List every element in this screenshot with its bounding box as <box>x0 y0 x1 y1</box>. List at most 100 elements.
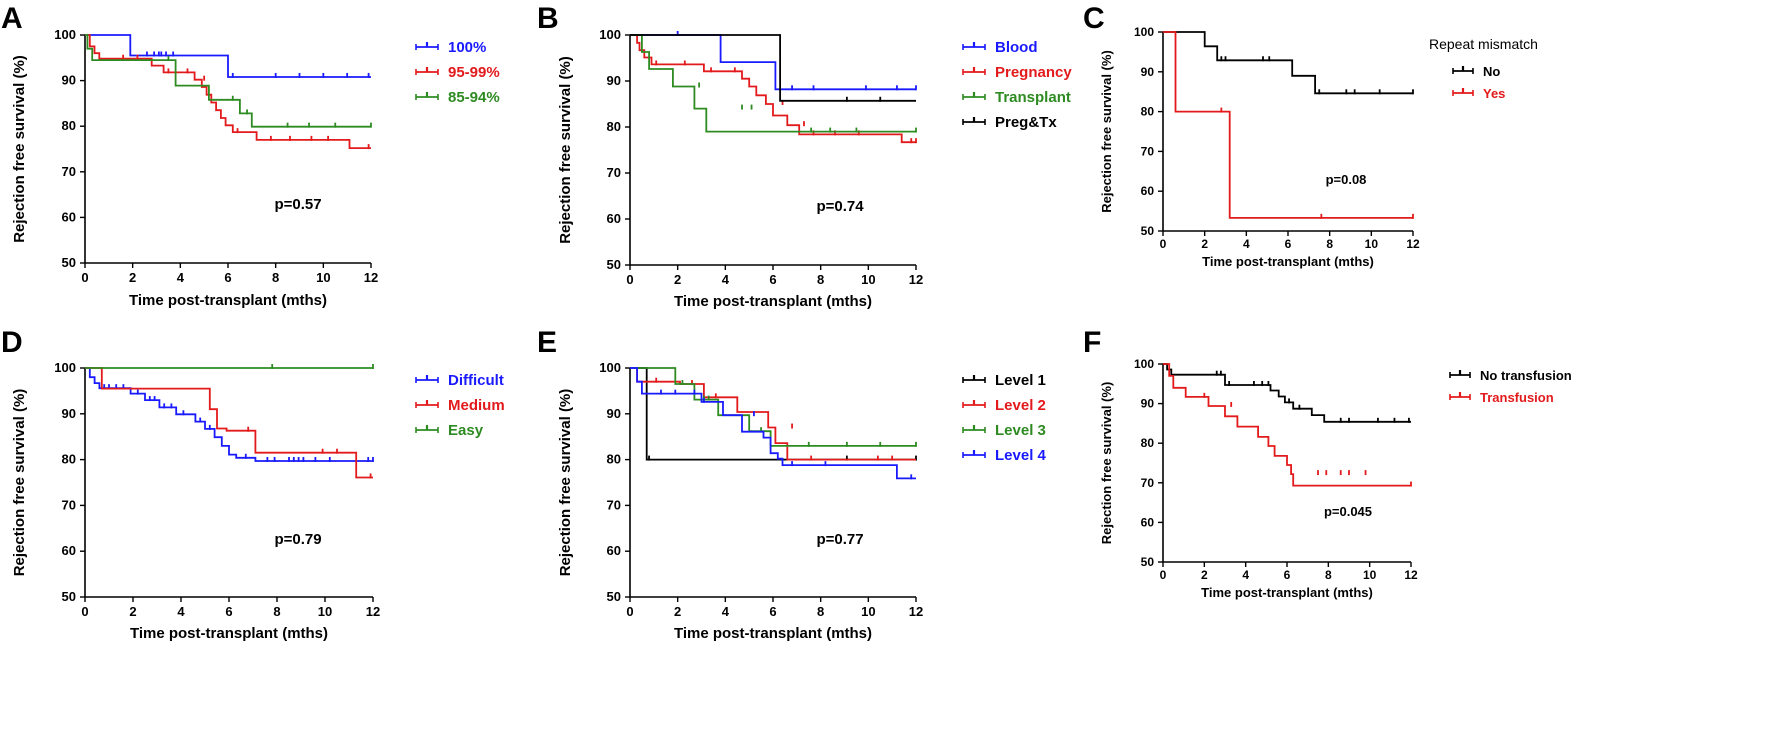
p-value: p=0.79 <box>274 531 321 548</box>
y-axis-title: Rejection free survival (%) <box>11 55 28 243</box>
legend-label-difficult: Difficult <box>448 372 504 389</box>
legend-label-no: No <box>1483 64 1500 79</box>
legend-title: Repeat mismatch <box>1429 36 1538 52</box>
x-tick-label: 8 <box>817 604 824 619</box>
panel-d: D 50 60 70 80 90 100 0 2 4 6 8 10 12 Time post-transpl… <box>1 326 505 642</box>
y-tick-label: 100 <box>1134 25 1154 39</box>
y-tick-label: 60 <box>62 543 76 558</box>
y-tick-label: 100 <box>1134 357 1154 371</box>
y-tick-label: 100 <box>54 360 76 375</box>
series-line-transplant <box>630 34 916 133</box>
panel-a: A 50 60 70 80 90 100 0 2 4 6 8 10 12 Time post-transpl… <box>1 2 500 309</box>
y-tick-label: 70 <box>1141 476 1155 490</box>
y-axis-title: Rejection free survival (%) <box>557 389 574 577</box>
panel-letter: A <box>1 2 23 35</box>
y-axis-title: Rejection free survival (%) <box>1099 50 1114 213</box>
series-line-medium <box>85 367 373 479</box>
y-tick-label: 70 <box>607 165 621 180</box>
y-tick-label: 60 <box>607 543 621 558</box>
x-tick-label: 10 <box>861 604 875 619</box>
y-tick-label: 100 <box>54 27 76 42</box>
x-tick-label: 10 <box>1363 568 1377 582</box>
x-axis-title: Time post-transplant (mths) <box>129 292 327 309</box>
x-tick-label: 12 <box>1406 237 1420 251</box>
x-tick-label: 10 <box>1365 237 1379 251</box>
y-tick-label: 70 <box>62 497 76 512</box>
y-tick-label: 60 <box>607 211 621 226</box>
y-tick-label: 50 <box>62 255 76 270</box>
x-tick-label: 4 <box>1242 568 1249 582</box>
panel-letter: B <box>537 2 559 35</box>
y-tick-label: 90 <box>1141 65 1155 79</box>
y-tick-label: 70 <box>1141 144 1155 158</box>
panel-e: E 50 60 70 80 90 100 0 2 4 6 8 10 12 Time post-transpl… <box>537 326 1047 642</box>
x-tick-label: 0 <box>1160 568 1167 582</box>
x-axis-title: Time post-transplant (mths) <box>1201 585 1373 600</box>
y-tick-label: 80 <box>1141 436 1155 450</box>
y-tick-label: 90 <box>62 73 76 88</box>
x-axis-title: Time post-transplant (mths) <box>1202 254 1374 269</box>
x-tick-label: 0 <box>1160 237 1167 251</box>
y-tick-label: 90 <box>607 406 621 421</box>
x-tick-label: 2 <box>129 270 136 285</box>
series-line-transfusion <box>1163 363 1411 487</box>
x-tick-label: 6 <box>224 270 231 285</box>
legend-label-95-99: 95-99% <box>448 64 500 81</box>
series-line-95-99 <box>85 34 371 150</box>
legend-label-medium: Medium <box>448 397 505 414</box>
p-value: p=0.77 <box>816 531 863 548</box>
legend-label-level-3: Level 3 <box>995 422 1046 439</box>
legend-label-transplant: Transplant <box>995 89 1071 106</box>
x-tick-label: 6 <box>1285 237 1292 251</box>
legend-label-preg-tx: Preg&Tx <box>995 114 1057 131</box>
series-line-no <box>1163 31 1413 95</box>
x-tick-label: 2 <box>674 272 681 287</box>
series-line-yes <box>1163 31 1413 219</box>
x-tick-label: 2 <box>129 604 136 619</box>
x-tick-label: 6 <box>225 604 232 619</box>
x-tick-label: 6 <box>769 272 776 287</box>
x-tick-label: 6 <box>769 604 776 619</box>
panel-letter: E <box>537 326 557 359</box>
x-tick-label: 6 <box>1284 568 1291 582</box>
y-tick-label: 50 <box>62 589 76 604</box>
y-tick-label: 80 <box>607 119 621 134</box>
p-value: p=0.045 <box>1324 504 1372 519</box>
x-axis-title: Time post-transplant (mths) <box>674 293 872 310</box>
legend-label-no-transfusion: No transfusion <box>1480 368 1572 383</box>
x-tick-label: 8 <box>1326 237 1333 251</box>
legend-label-level-4: Level 4 <box>995 447 1047 464</box>
x-axis-title: Time post-transplant (mths) <box>674 625 872 642</box>
x-tick-label: 8 <box>272 270 279 285</box>
x-tick-label: 0 <box>626 604 633 619</box>
y-tick-label: 60 <box>62 209 76 224</box>
y-tick-label: 50 <box>1141 224 1155 238</box>
y-axis-title: Rejection free survival (%) <box>557 56 574 244</box>
legend-label-level-1: Level 1 <box>995 372 1046 389</box>
x-tick-label: 10 <box>318 604 332 619</box>
x-tick-label: 0 <box>81 270 88 285</box>
series-line-no-transfusion <box>1163 363 1411 423</box>
x-tick-label: 2 <box>674 604 681 619</box>
y-tick-label: 100 <box>599 360 621 375</box>
series-line-preg-tx <box>630 34 916 102</box>
y-tick-label: 80 <box>1141 105 1155 119</box>
legend-label-transfusion: Transfusion <box>1480 390 1554 405</box>
x-tick-label: 4 <box>722 272 730 287</box>
series-line-level-3 <box>630 367 916 447</box>
y-tick-label: 70 <box>607 497 621 512</box>
panel-letter: D <box>1 326 23 359</box>
x-tick-label: 12 <box>364 270 378 285</box>
y-tick-label: 90 <box>607 73 621 88</box>
x-tick-label: 4 <box>1243 237 1250 251</box>
y-tick-label: 80 <box>62 452 76 467</box>
p-value: p=0.57 <box>274 196 321 213</box>
x-tick-label: 4 <box>722 604 730 619</box>
x-tick-label: 12 <box>909 272 923 287</box>
y-tick-label: 60 <box>1141 515 1155 529</box>
x-tick-label: 10 <box>861 272 875 287</box>
x-tick-label: 4 <box>177 270 185 285</box>
y-tick-label: 50 <box>607 589 621 604</box>
y-tick-label: 50 <box>1141 555 1155 569</box>
panel-letter: C <box>1083 2 1105 35</box>
